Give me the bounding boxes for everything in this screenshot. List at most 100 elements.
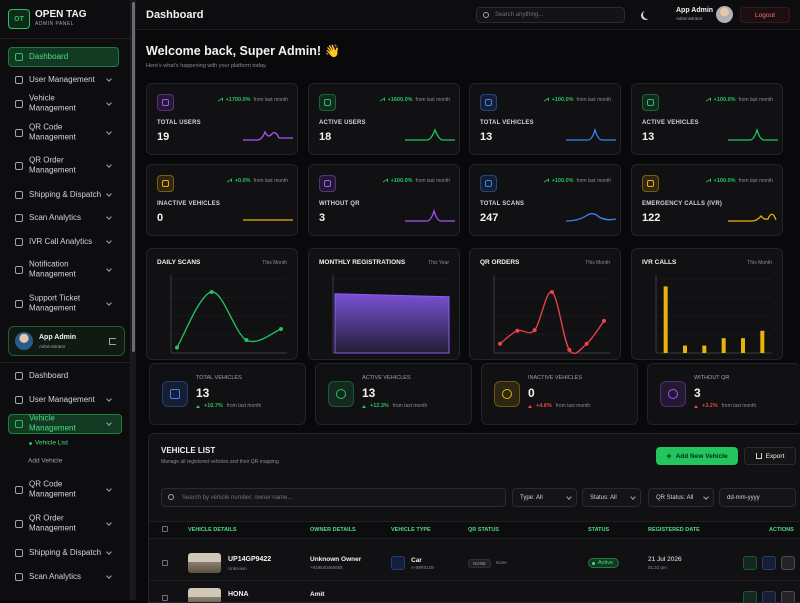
- menu-item[interactable]: QR Code Management: [29, 479, 76, 499]
- column-header: ACTIONS: [769, 527, 794, 533]
- menu-item[interactable]: Shipping & Dispatch: [29, 189, 102, 199]
- chart-title: MONTHLY REGISTRATIONS: [319, 259, 406, 266]
- menu-item[interactable]: Support Ticket Management: [29, 293, 81, 313]
- menu-item[interactable]: User Management: [29, 394, 95, 404]
- vehicle-list-panel: VEHICLE LIST Manage all registered vehic…: [148, 433, 800, 603]
- scrollbar[interactable]: [131, 0, 136, 600]
- menu-item[interactable]: Dashboard: [29, 51, 69, 61]
- menu-item[interactable]: QR Code Management: [29, 122, 76, 142]
- chart-bar: [741, 338, 745, 353]
- chart-bar: [663, 286, 668, 353]
- stat-icon: [642, 94, 659, 111]
- filter-select[interactable]: dd-mm-yyyy: [719, 488, 796, 507]
- chart-period: This Year: [428, 260, 449, 266]
- user-card[interactable]: App Admin Administrator: [8, 326, 125, 356]
- chart-card: DAILY SCANS This Month: [146, 248, 298, 360]
- header-avatar[interactable]: [716, 6, 733, 23]
- stat-period: from last month: [738, 178, 773, 184]
- chevron: [106, 573, 112, 579]
- stat-icon: [319, 175, 336, 192]
- menu-item[interactable]: IVR Call Analytics: [29, 236, 93, 246]
- summary-label: TOTAL VEHICLES: [196, 375, 242, 381]
- stat-change: +100.0%: [713, 178, 736, 184]
- search-box[interactable]: Search anything...: [476, 7, 625, 23]
- logout-icon[interactable]: [109, 338, 116, 345]
- sparkline-path: [405, 208, 455, 222]
- scrollbar-thumb[interactable]: [132, 2, 135, 352]
- stat-change-row: +100.0% from last month: [705, 97, 773, 103]
- stat-change: +0.0%: [234, 178, 251, 184]
- add-vehicle-button[interactable]: + Add New Vehicle: [656, 447, 738, 465]
- submenu-item[interactable]: Add Vehicle: [28, 457, 63, 465]
- delete-button[interactable]: [781, 556, 795, 570]
- chevron: [106, 191, 112, 197]
- column-header: REGISTERED DATE: [648, 527, 700, 533]
- checkbox[interactable]: [162, 526, 168, 532]
- sparkline: [566, 213, 616, 222]
- menu-item[interactable]: Scan Analytics: [29, 212, 82, 222]
- checkbox[interactable]: [162, 560, 168, 566]
- filter-select[interactable]: QR Status: All: [648, 488, 714, 507]
- edit-button[interactable]: [762, 591, 776, 602]
- menu-item[interactable]: Vehicle Management: [29, 413, 76, 433]
- stat-label: EMERGENCY CALLS (IVR): [642, 201, 723, 207]
- menu-icon: [15, 420, 23, 428]
- chart-point: [567, 347, 572, 352]
- trend-icon: [705, 178, 711, 184]
- edit-button[interactable]: [762, 556, 776, 570]
- logout-button[interactable]: Logout: [740, 7, 790, 23]
- vehicle-thumbnail: [188, 553, 221, 573]
- export-label: Export: [765, 452, 785, 460]
- stat-change: +100.0%: [551, 97, 574, 103]
- chart-card: QR ORDERS This Month: [469, 248, 621, 360]
- chevron: [106, 300, 112, 306]
- menu-item[interactable]: QR Order Management: [29, 513, 76, 533]
- summary-icon-glyph: [336, 389, 346, 399]
- stat-label: WITHOUT QR: [319, 201, 360, 207]
- chevron: [106, 76, 112, 82]
- table-search[interactable]: Search by vehicle number, owner name...: [161, 488, 506, 507]
- menu-item[interactable]: Shipping & Dispatch: [29, 547, 102, 557]
- menu-item[interactable]: Scan Analytics: [29, 571, 82, 581]
- stat-change-row: +0.0% from last month: [226, 178, 288, 184]
- chevron: [106, 129, 112, 135]
- filter-select[interactable]: Type: All: [512, 488, 577, 507]
- theme-toggle[interactable]: [643, 10, 652, 19]
- sparkline: [405, 208, 455, 222]
- menu-icon: [15, 100, 23, 108]
- stat-period: from last month: [576, 178, 611, 184]
- cell-time: 01:22 pm: [648, 565, 667, 570]
- cell-vehicle-number: HONA: [228, 591, 249, 598]
- delete-button[interactable]: [781, 591, 795, 602]
- chart-point: [532, 328, 537, 333]
- view-button[interactable]: [743, 556, 757, 570]
- submenu-item[interactable]: Vehicle List: [35, 439, 68, 447]
- stat-icon: [157, 94, 174, 111]
- stat-period: from last month: [253, 97, 288, 103]
- menu-icon: [15, 191, 23, 199]
- stat-change-row: +1600.0% from last month: [379, 97, 450, 103]
- menu-icon: [15, 549, 23, 557]
- checkbox[interactable]: [162, 595, 168, 601]
- menu-item[interactable]: Dashboard: [29, 370, 69, 380]
- menu-item[interactable]: Notification Management: [29, 259, 76, 279]
- summary-change-row: +10.7% from last month: [196, 403, 261, 409]
- search-icon: [483, 12, 489, 18]
- summary-card: ACTIVE VEHICLES 13 +12.3% from last month: [315, 363, 472, 425]
- stat-value: 247: [480, 212, 499, 224]
- status-dot: [592, 562, 595, 565]
- menu-item[interactable]: QR Order Management: [29, 155, 76, 175]
- chart-plot: [655, 275, 772, 354]
- menu-item[interactable]: User Management: [29, 74, 95, 84]
- chart-bar: [683, 345, 687, 353]
- cell-type-code: A-IMR0109: [411, 565, 434, 570]
- filter-select[interactable]: Status: All: [582, 488, 641, 507]
- vehicle-list-title: VEHICLE LIST: [161, 446, 216, 455]
- menu-icon: [15, 520, 23, 528]
- trend-icon: [226, 178, 232, 184]
- stat-value: 0: [157, 212, 164, 224]
- export-button[interactable]: Export: [744, 447, 796, 465]
- view-button[interactable]: [743, 591, 757, 602]
- menu-item[interactable]: Vehicle Management: [29, 93, 76, 113]
